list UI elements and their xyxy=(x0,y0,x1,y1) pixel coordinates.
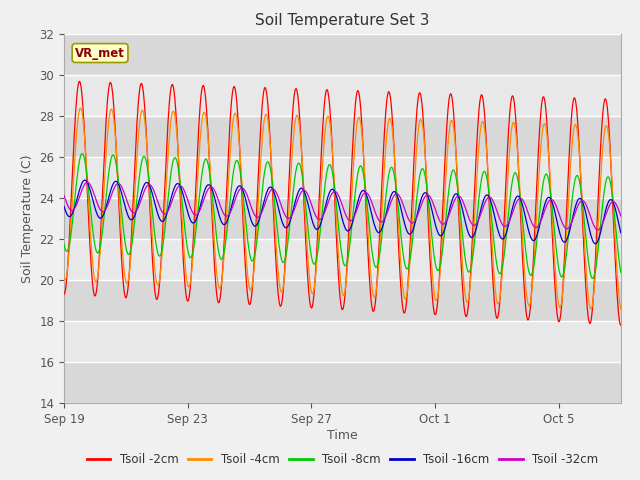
Bar xyxy=(64,321,621,362)
Bar xyxy=(64,116,621,157)
Bar xyxy=(64,198,621,239)
Bar xyxy=(64,362,621,403)
Bar xyxy=(64,75,621,116)
Legend: Tsoil -2cm, Tsoil -4cm, Tsoil -8cm, Tsoil -16cm, Tsoil -32cm: Tsoil -2cm, Tsoil -4cm, Tsoil -8cm, Tsoi… xyxy=(82,449,603,471)
Bar xyxy=(64,280,621,321)
X-axis label: Time: Time xyxy=(327,429,358,442)
Y-axis label: Soil Temperature (C): Soil Temperature (C) xyxy=(20,154,34,283)
Title: Soil Temperature Set 3: Soil Temperature Set 3 xyxy=(255,13,429,28)
Bar xyxy=(64,239,621,280)
Bar xyxy=(64,157,621,198)
Bar xyxy=(64,34,621,75)
Text: VR_met: VR_met xyxy=(75,47,125,60)
